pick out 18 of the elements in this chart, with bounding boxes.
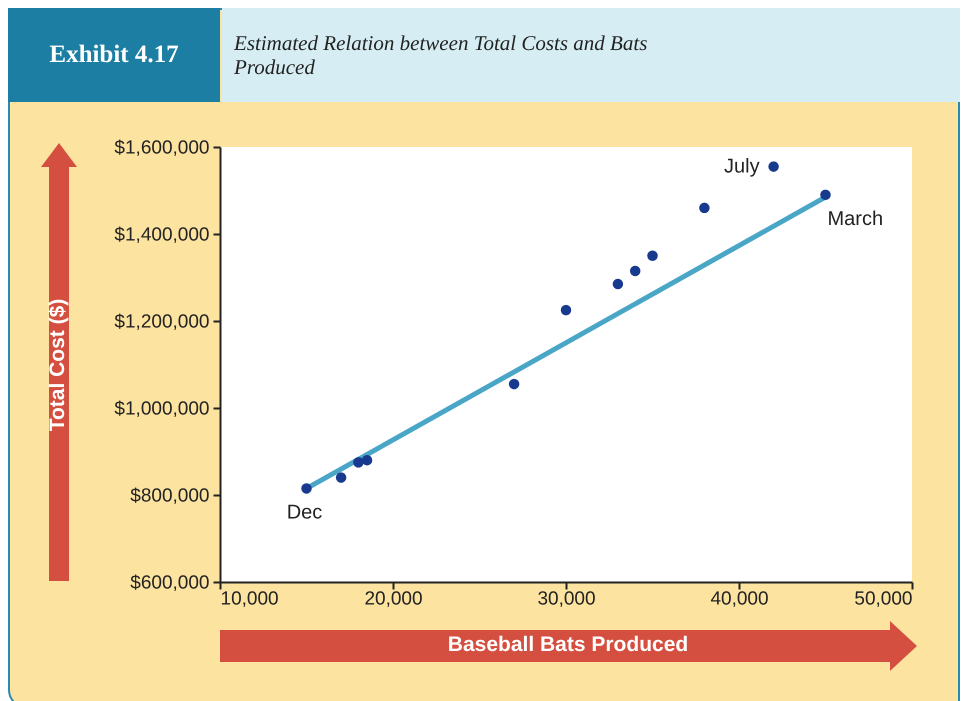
x-tick-label: 20,000 xyxy=(364,588,423,610)
x-axis-title: Baseball Bats Produced xyxy=(448,633,688,657)
y-tick-label: $1,000,000 xyxy=(114,398,210,420)
x-tick-label: 10,000 xyxy=(220,588,279,610)
y-axis-title: Total Cost ($) xyxy=(46,298,70,432)
annotation: March xyxy=(828,208,884,230)
x-tick-label: 50,000 xyxy=(854,588,912,610)
chart-subtitle: Estimated Relation between Total Costs and Bats Produced xyxy=(234,31,648,79)
x-tick-label: 30,000 xyxy=(537,588,596,610)
x-tick-label: 40,000 xyxy=(710,588,769,610)
chart-title: Exhibit 4.17 xyxy=(8,8,220,102)
y-tick-label: $1,200,000 xyxy=(114,312,210,332)
annotation: Dec xyxy=(286,501,322,524)
annotation: July xyxy=(724,156,760,178)
y-tick-label: $1,600,000 xyxy=(114,138,210,158)
y-tick-label: $1,400,000 xyxy=(114,224,210,246)
y-tick-label: $800,000 xyxy=(130,486,210,506)
y-tick-label: $600,000 xyxy=(130,572,210,594)
